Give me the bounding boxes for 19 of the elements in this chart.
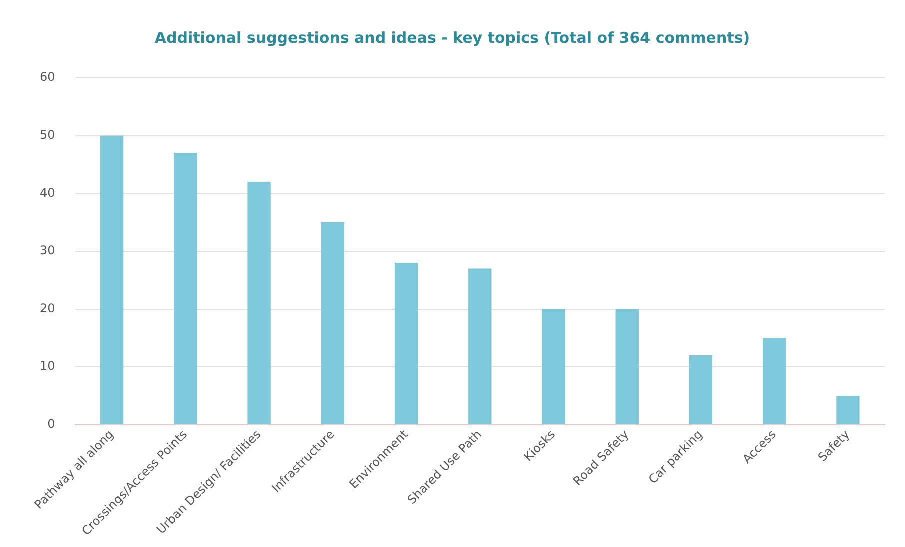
- y-tick-label: 40: [40, 186, 56, 200]
- bar: [100, 136, 124, 424]
- bar: [174, 153, 198, 424]
- bar: [542, 309, 566, 424]
- bar: [321, 222, 345, 424]
- y-tick-label: 20: [40, 301, 56, 316]
- bar: [394, 263, 418, 424]
- bar: [616, 309, 639, 424]
- bar: [248, 182, 271, 424]
- bar: [468, 268, 492, 424]
- chart-title: Additional suggestions and ideas - key topics (Total of 364 comments): [154, 28, 750, 47]
- y-tick-label: 30: [40, 244, 56, 258]
- y-tick-label: 10: [40, 359, 56, 374]
- y-tick-label: 60: [40, 70, 56, 84]
- y-tick-label: 50: [40, 128, 56, 142]
- bar: [762, 338, 786, 424]
- y-tick-label: 0: [48, 417, 56, 432]
- bar: [689, 356, 713, 424]
- bar: [836, 396, 860, 424]
